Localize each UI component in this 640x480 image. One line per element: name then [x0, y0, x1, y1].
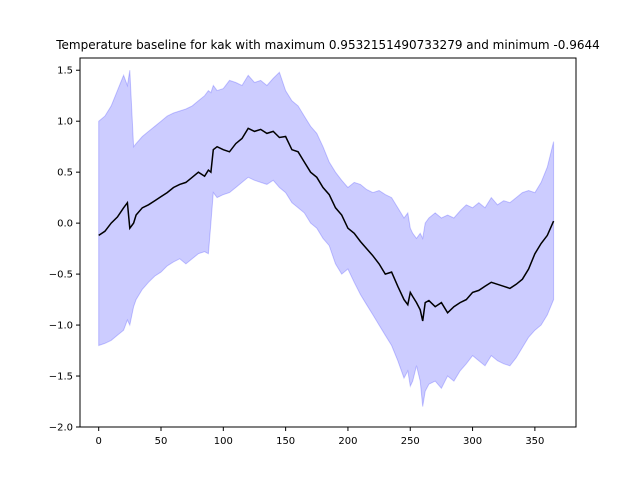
y-tick-label: 0.5	[57, 168, 73, 179]
x-tick-label: 0	[96, 436, 102, 447]
baseline-line-layer	[98, 127, 555, 322]
x-tick-label: 200	[338, 436, 357, 447]
x-axis: 0 50 100 150 200 250 300 350	[96, 427, 544, 447]
y-axis: −2.0 −1.5 −1.0 −0.5 0.0 0.5 1.0 1.5	[49, 66, 80, 434]
x-tick-label: 250	[401, 436, 420, 447]
y-tick-label: 1.5	[57, 66, 73, 77]
y-tick-label: −1.5	[49, 372, 73, 383]
x-tick-label: 300	[463, 436, 482, 447]
plot-frame	[79, 57, 577, 428]
x-tick-label: 50	[155, 436, 168, 447]
y-tick-label: −2.0	[49, 423, 73, 434]
baseline-line	[98, 127, 555, 322]
confidence-band-layer	[98, 70, 555, 407]
x-tick-label: 350	[525, 436, 544, 447]
y-tick-label: 0.0	[57, 219, 73, 230]
y-tick-label: −0.5	[49, 270, 73, 281]
confidence-band	[98, 70, 555, 407]
y-tick-label: 1.0	[57, 117, 73, 128]
chart-title: Temperature baseline for kak with maximu…	[55, 38, 600, 52]
x-tick-label: 150	[276, 436, 295, 447]
x-tick-label: 100	[214, 436, 233, 447]
y-tick-label: −1.0	[49, 321, 73, 332]
